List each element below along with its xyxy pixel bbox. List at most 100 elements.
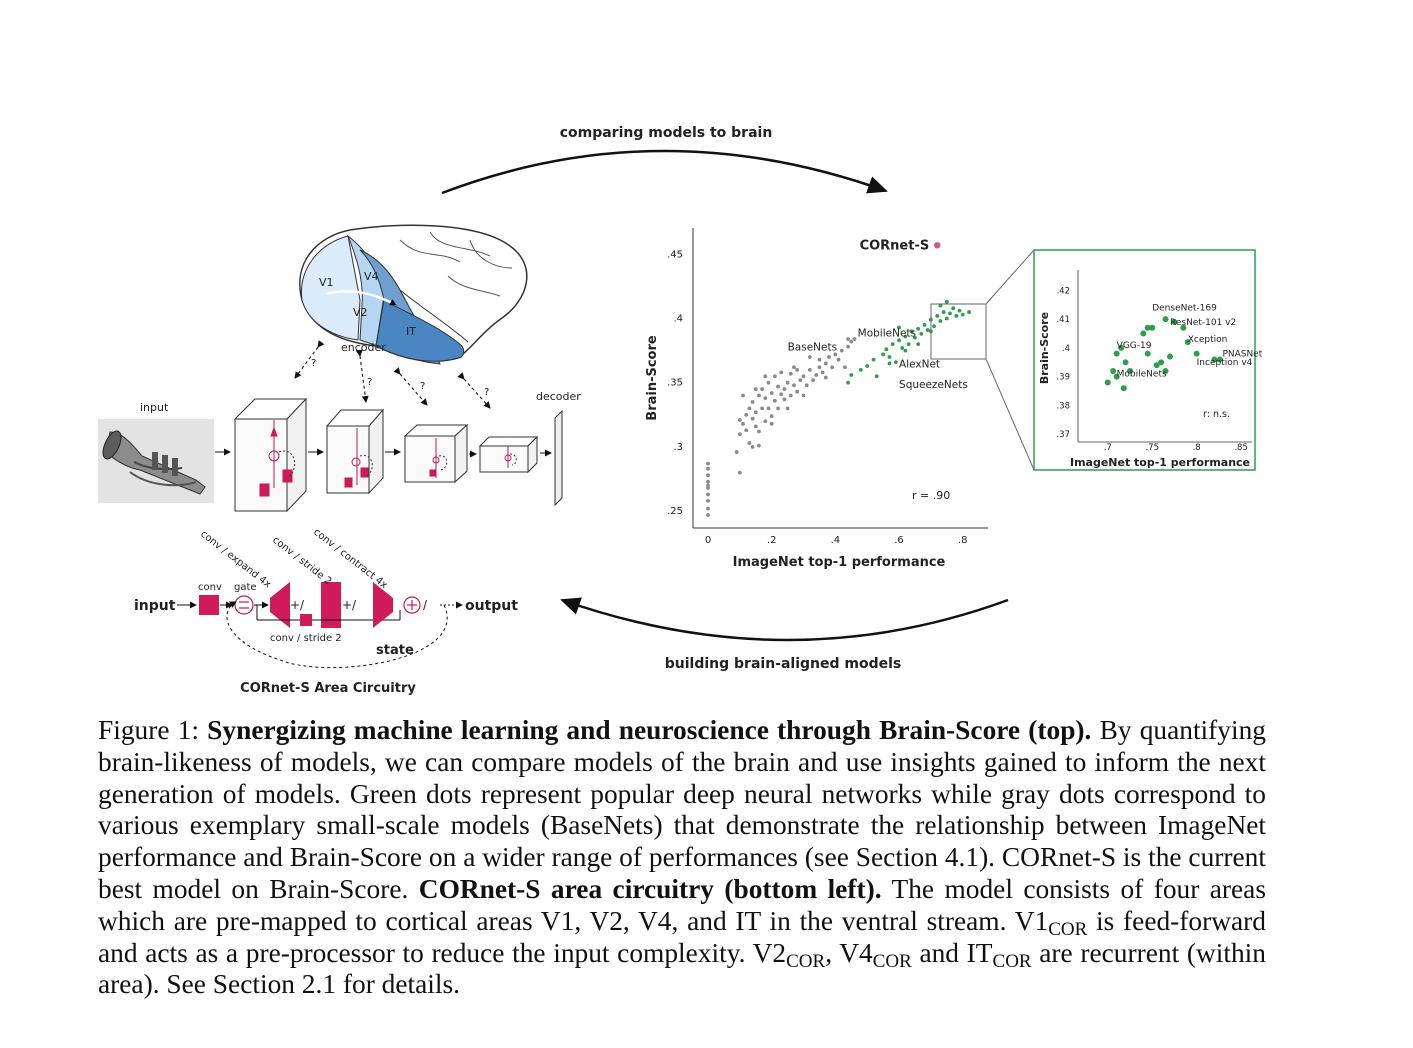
data-point xyxy=(769,391,774,395)
pipeline: decoder xyxy=(215,390,581,513)
data-point xyxy=(1127,367,1133,374)
expand-block xyxy=(270,582,290,628)
data-point xyxy=(788,393,793,398)
data-point xyxy=(1122,359,1129,366)
data-point xyxy=(792,383,796,388)
annotation-label: MobileNets xyxy=(1117,370,1167,380)
caption-subscript: COR xyxy=(786,950,826,972)
data-point xyxy=(1162,316,1169,323)
data-point xyxy=(881,352,886,357)
circuit-input-label: input xyxy=(134,598,176,614)
data-point xyxy=(944,299,949,304)
x-tick-label: .85 xyxy=(1234,443,1248,453)
conv-label: conv xyxy=(198,582,222,593)
decoder-label: decoder xyxy=(536,390,581,403)
data-point xyxy=(944,316,949,321)
top-arrow-label: comparing models to brain xyxy=(560,125,773,141)
data-point xyxy=(830,365,835,370)
data-point xyxy=(817,365,822,370)
data-point xyxy=(1153,362,1160,369)
region-v4-label: V4 xyxy=(364,270,379,283)
data-point xyxy=(909,329,914,334)
question-mark: ? xyxy=(420,381,425,392)
contract-block xyxy=(373,582,393,628)
data-point xyxy=(706,498,710,503)
y-tick-label: .42 xyxy=(1056,286,1070,296)
data-point xyxy=(843,365,847,370)
x-tick-label: .4 xyxy=(831,535,841,546)
data-point xyxy=(903,334,908,339)
data-point xyxy=(900,346,905,350)
data-point xyxy=(1180,324,1187,331)
data-point xyxy=(706,483,710,488)
caption-bold: Synergizing machine learning and neurosc… xyxy=(207,715,1092,745)
data-point xyxy=(913,335,917,340)
cornet-s-label: CORnet-S xyxy=(860,238,930,253)
data-point xyxy=(750,400,755,404)
y-tick-label: .4 xyxy=(673,313,683,324)
y-tick-label: .39 xyxy=(1056,373,1070,383)
data-point xyxy=(954,314,959,318)
data-point xyxy=(706,466,710,471)
data-point xyxy=(817,357,822,362)
data-point xyxy=(798,378,803,383)
data-point xyxy=(903,348,908,353)
data-point xyxy=(744,412,749,417)
data-point xyxy=(750,416,755,421)
correlation-label: r = .90 xyxy=(912,489,950,502)
data-point xyxy=(706,479,710,484)
data-point xyxy=(957,308,962,313)
data-point xyxy=(932,324,936,329)
annotation-label: Xception xyxy=(1188,335,1228,345)
data-point xyxy=(871,357,876,362)
data-point xyxy=(1184,339,1191,346)
data-point xyxy=(935,314,940,318)
data-point xyxy=(941,310,946,314)
data-point xyxy=(938,319,943,323)
data-point xyxy=(769,414,774,419)
annotation-label: BaseNets xyxy=(788,342,837,354)
data-point xyxy=(782,387,787,392)
data-point xyxy=(1104,379,1111,386)
data-point xyxy=(1144,350,1151,357)
x-tick-label: .75 xyxy=(1145,443,1159,453)
encoder-label: encoder xyxy=(341,341,386,354)
conv-block xyxy=(199,595,219,615)
brain-illustration: V1 V2 V4 IT encoder xyxy=(299,224,528,365)
data-point xyxy=(897,325,901,330)
data-point xyxy=(772,398,777,403)
data-point xyxy=(807,355,812,359)
data-point xyxy=(795,389,800,394)
annotation-label: PNASNet xyxy=(1222,350,1262,360)
data-point xyxy=(948,311,952,316)
data-point xyxy=(1211,356,1218,363)
data-point xyxy=(804,383,809,388)
data-point xyxy=(747,441,752,445)
data-point xyxy=(846,380,850,385)
circuit-title: CORnet-S Area Circuitry xyxy=(240,681,416,696)
figure-caption: Figure 1: Synergizing machine learning a… xyxy=(98,715,1266,1001)
inset-correlation-label: r: n.s. xyxy=(1203,409,1230,420)
data-point xyxy=(737,418,742,422)
inset-x-axis-label: ImageNet top-1 performance xyxy=(1070,456,1250,469)
data-point xyxy=(1162,367,1169,374)
caption-text: , V4 xyxy=(825,937,873,968)
data-point xyxy=(741,421,745,426)
annotation-label: DenseNet-169 xyxy=(1152,304,1217,314)
data-point xyxy=(865,364,870,368)
data-point xyxy=(916,342,921,347)
caption-subscript: COR xyxy=(992,950,1032,972)
annotation-label: VGG-19 xyxy=(1117,341,1152,351)
data-point xyxy=(1113,350,1120,357)
caption-text: is feed-forward and acts as a pre-proces… xyxy=(98,905,1266,968)
data-point xyxy=(757,443,761,448)
nonlinearity-icon: / xyxy=(423,598,428,612)
top-arrow: comparing models to brain xyxy=(441,125,888,195)
data-point xyxy=(753,387,758,392)
figure-1: comparing models to brain building brain… xyxy=(98,125,1263,696)
data-point xyxy=(744,428,749,433)
annotation-label: Inception v4 xyxy=(1197,358,1253,368)
annotation-label: MobileNets xyxy=(858,327,916,339)
bypass-conv-block xyxy=(300,614,312,626)
circuit-output-label: output xyxy=(465,598,518,614)
